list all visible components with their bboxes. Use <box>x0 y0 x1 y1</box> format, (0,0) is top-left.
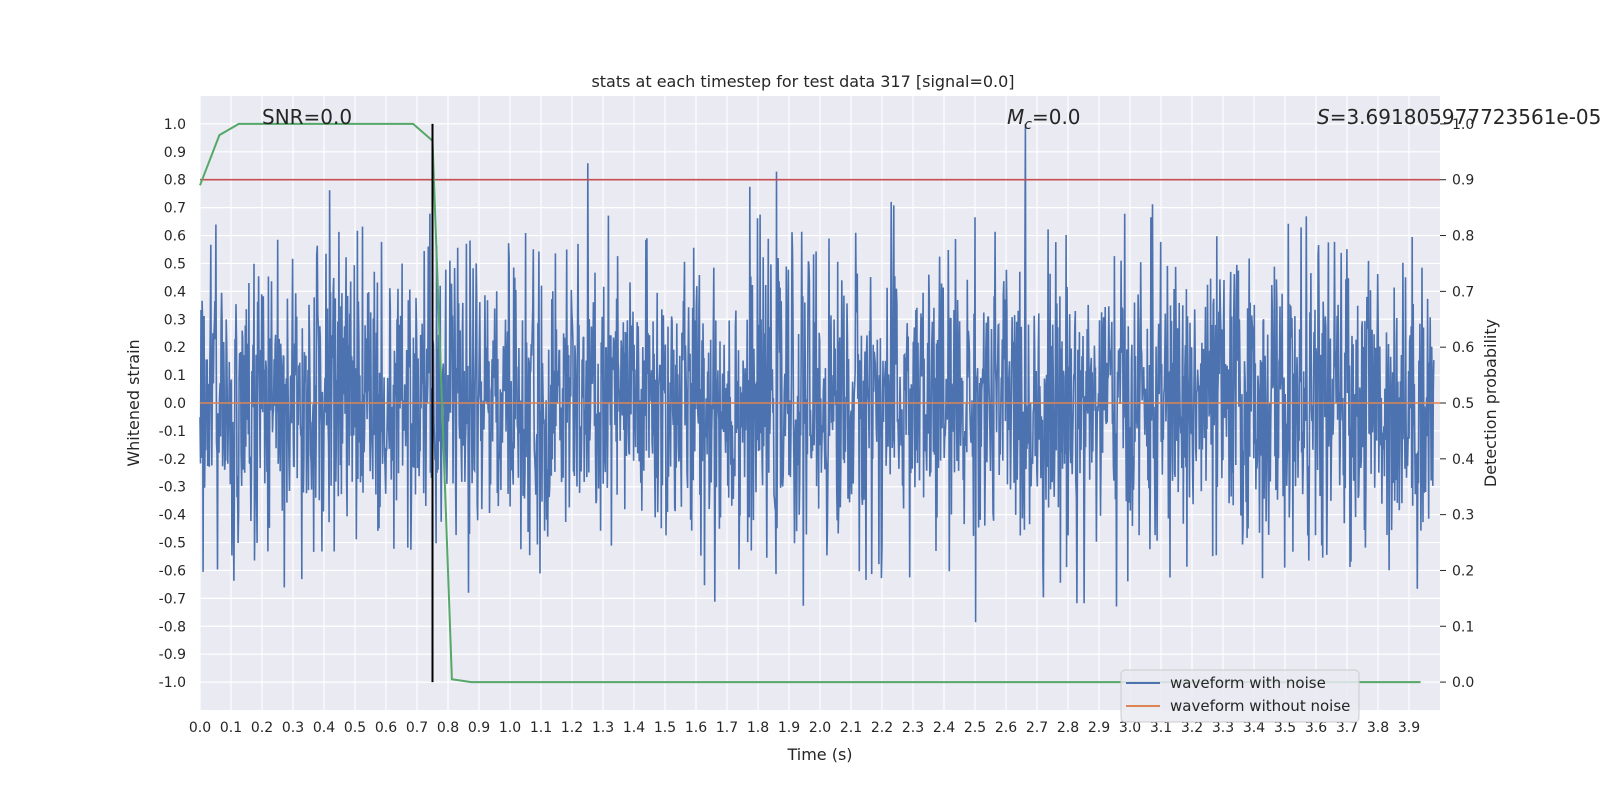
x-tick-label: 1.2 <box>561 720 583 736</box>
mc-subscript: c <box>1024 117 1032 133</box>
y-axis-left: 1.0 0.9 0.8 0.7 0.6 0.5 0.4 0.3 0.2 0.1 0.0 -0.1 -0.… <box>159 117 186 691</box>
x-tick-label: 2.5 <box>964 720 986 736</box>
y-tick-label: -0.7 <box>159 591 186 607</box>
legend-label-noise: waveform with noise <box>1170 674 1326 692</box>
series-detection-probability <box>199 122 1421 684</box>
y-tick-label: 0.3 <box>164 312 186 328</box>
y2-tick-label: 0.6 <box>1452 340 1474 356</box>
y2-tick-label: 0.4 <box>1452 452 1474 468</box>
y2-tick-label: 0.9 <box>1452 173 1474 189</box>
y-tick-label: 0.9 <box>164 145 186 161</box>
y2-axis-label: Detection probability <box>1481 319 1500 487</box>
y-axis-right: 1.0 0.9 0.8 0.7 0.6 0.5 0.4 0.3 0.2 0.1 0.0 <box>1440 117 1474 691</box>
x-tick-label: 1.6 <box>685 720 707 736</box>
x-tick-label: 2.9 <box>1088 720 1110 736</box>
y-tick-label: 1.0 <box>164 117 186 133</box>
x-tick-label: 2.6 <box>995 720 1017 736</box>
noise-path <box>199 123 1435 623</box>
x-tick-label: 1.0 <box>499 720 521 736</box>
x-tick-label: 1.9 <box>778 720 800 736</box>
x-axis-label: Time (s) <box>786 745 852 764</box>
x-tick-label: 2.8 <box>1057 720 1079 736</box>
y-tick-label: -0.5 <box>159 536 186 552</box>
y-axis-label: Whitened strain <box>124 339 143 466</box>
y2-tick-label: 0.7 <box>1452 284 1474 300</box>
x-tick-label: 3.2 <box>1181 720 1203 736</box>
x-tick-label: 0.9 <box>468 720 490 736</box>
x-tick-label: 0.3 <box>282 720 304 736</box>
x-tick-label: 3.7 <box>1336 720 1358 736</box>
y-tick-label: 0.2 <box>164 340 186 356</box>
legend: waveform with noise waveform without noi… <box>1120 669 1360 723</box>
y-tick-label: -0.3 <box>159 480 186 496</box>
x-tick-label: 0.6 <box>375 720 397 736</box>
y2-tick-label: 0.2 <box>1452 563 1474 579</box>
y-tick-label: -0.1 <box>159 424 186 440</box>
x-tick-label: 1.1 <box>530 720 552 736</box>
x-tick-label: 3.4 <box>1243 720 1265 736</box>
y2-tick-label: 0.5 <box>1452 396 1474 412</box>
s-symbol: S <box>1317 105 1330 129</box>
y2-tick-label: 0.8 <box>1452 229 1474 245</box>
snr-annotation: SNR=0.0 <box>262 105 352 129</box>
x-tick-label: 1.4 <box>623 720 645 736</box>
x-tick-label: 0.4 <box>313 720 335 736</box>
x-tick-label: 1.8 <box>747 720 769 736</box>
series-waveform-with-noise <box>199 123 1435 623</box>
mc-value: =0.0 <box>1032 105 1081 129</box>
mc-symbol: M <box>1007 105 1024 129</box>
x-tick-label: 0.1 <box>220 720 242 736</box>
legend-label-flat: waveform without noise <box>1170 697 1350 715</box>
y2-tick-label: 1.0 <box>1452 117 1474 133</box>
probability-path <box>199 122 1421 684</box>
y-tick-label: -1.0 <box>159 675 186 691</box>
x-tick-label: 1.5 <box>654 720 676 736</box>
x-tick-label: 2.1 <box>840 720 862 736</box>
x-tick-label: 3.1 <box>1150 720 1172 736</box>
x-tick-label: 0.0 <box>189 720 211 736</box>
chart-title: stats at each timestep for test data 317… <box>591 72 1014 91</box>
x-tick-label: 3.3 <box>1212 720 1234 736</box>
x-tick-label: 1.7 <box>716 720 738 736</box>
x-tick-label: 0.7 <box>406 720 428 736</box>
x-tick-label: 2.2 <box>871 720 893 736</box>
y-tick-label: -0.9 <box>159 647 186 663</box>
y-tick-label: 0.8 <box>164 173 186 189</box>
x-tick-label: 2.3 <box>902 720 924 736</box>
x-tick-label: 3.8 <box>1367 720 1389 736</box>
y-tick-label: 0.0 <box>164 396 186 412</box>
y-tick-label: 0.4 <box>164 284 186 300</box>
x-tick-label: 2.0 <box>809 720 831 736</box>
y-tick-label: -0.6 <box>159 563 186 579</box>
y-tick-label: 0.5 <box>164 256 186 272</box>
y-tick-label: -0.8 <box>159 619 186 635</box>
y-tick-label: 0.7 <box>164 201 186 217</box>
x-tick-label: 1.3 <box>592 720 614 736</box>
y2-tick-label: 0.1 <box>1452 619 1474 635</box>
legend-box <box>1120 669 1360 723</box>
y-tick-label: 0.1 <box>164 368 186 384</box>
y-tick-label: 0.6 <box>164 229 186 245</box>
x-tick-label: 0.5 <box>344 720 366 736</box>
y2-tick-label: 0.0 <box>1452 675 1474 691</box>
x-tick-label: 3.6 <box>1305 720 1327 736</box>
y2-tick-label: 0.3 <box>1452 508 1474 524</box>
x-tick-label: 3.5 <box>1274 720 1296 736</box>
x-tick-label: 0.2 <box>251 720 273 736</box>
x-tick-label: 0.8 <box>437 720 459 736</box>
x-tick-label: 2.7 <box>1026 720 1048 736</box>
s-annotation: S=3.691805977723561e-05 <box>1317 105 1600 129</box>
x-axis: 0.0 0.1 0.2 0.3 0.4 0.5 0.6 0.7 0.8 0.9 1.0 1.1 1.2 1… <box>189 720 1420 736</box>
x-tick-label: 3.0 <box>1119 720 1141 736</box>
y-tick-label: -0.2 <box>159 452 186 468</box>
mc-annotation: Mc=0.0 <box>1007 105 1081 133</box>
y-tick-label: -0.4 <box>159 508 186 524</box>
s-value: =3.691805977723561e-05 <box>1330 105 1600 129</box>
x-tick-label: 3.9 <box>1398 720 1420 736</box>
x-tick-label: 2.4 <box>933 720 955 736</box>
